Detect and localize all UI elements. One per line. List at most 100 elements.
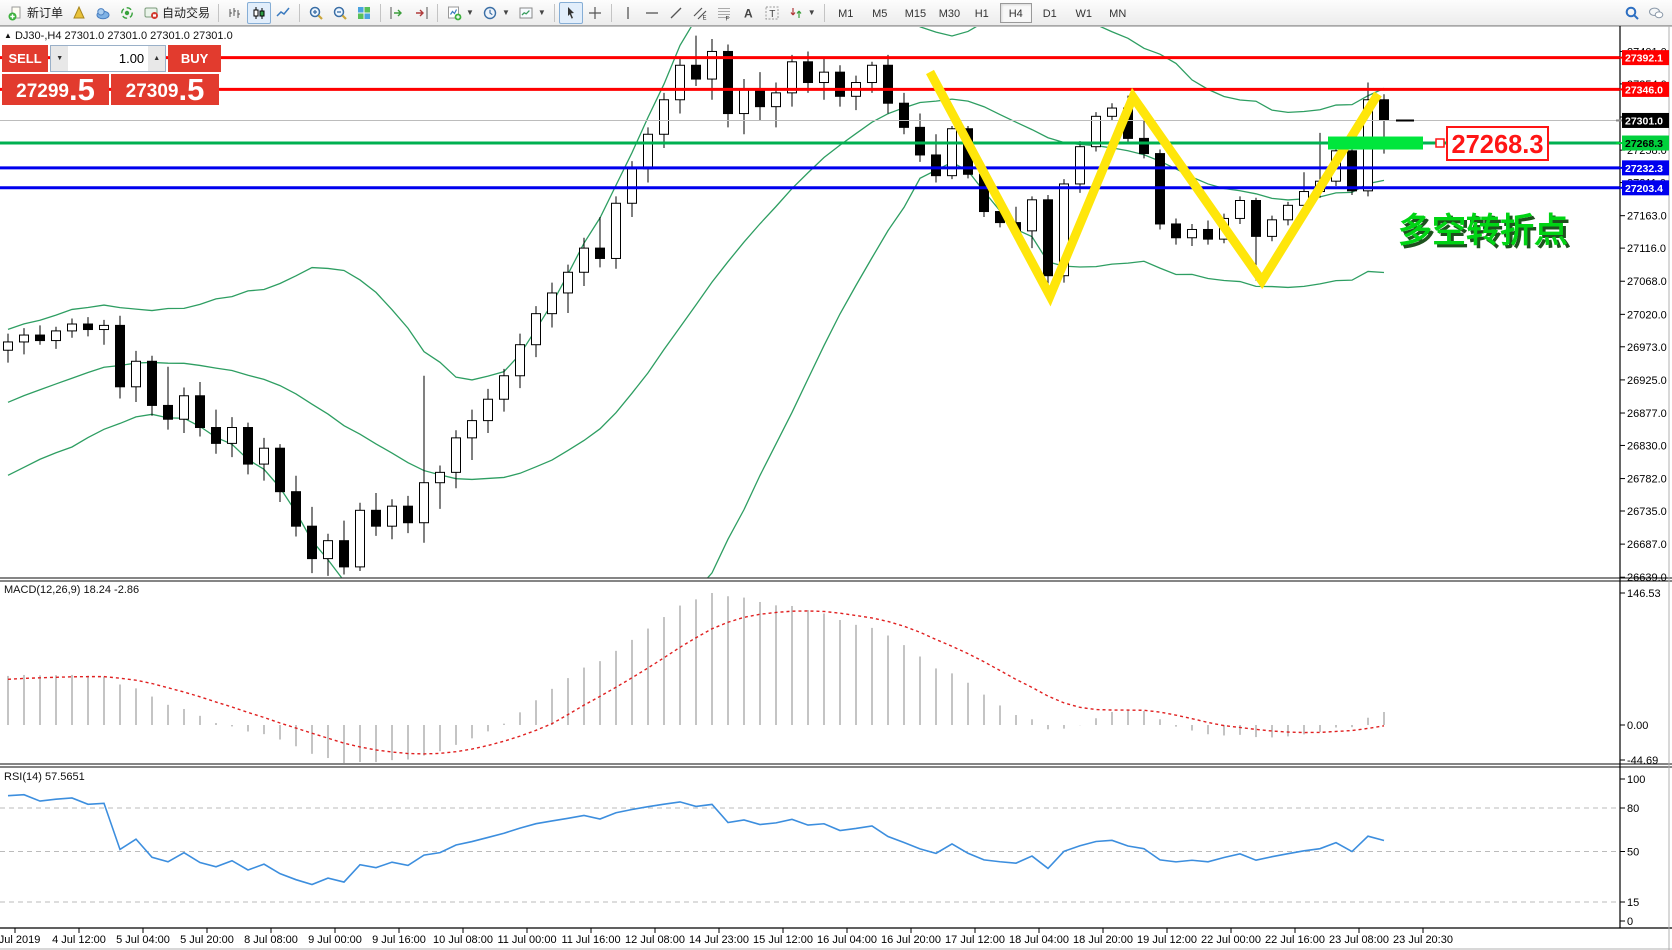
crosshair-button[interactable]: [583, 2, 607, 24]
volume-input[interactable]: [68, 46, 149, 71]
candle: [755, 88, 765, 108]
svg-text:27116.0: 27116.0: [1627, 243, 1666, 255]
periods-caret-icon[interactable]: ▼: [501, 8, 510, 17]
chat-button[interactable]: [1644, 2, 1668, 24]
candle: [211, 427, 221, 444]
signals-button[interactable]: [115, 2, 139, 24]
candle: [1203, 228, 1213, 240]
periods-button[interactable]: ▼: [478, 2, 514, 24]
price-badge-27268.3: [1622, 135, 1669, 151]
candle: [451, 437, 461, 473]
auto-trading-button[interactable]: 自动交易: [139, 2, 214, 24]
price-badge-27203.4: [1622, 180, 1669, 196]
time-label: 18 Jul 04:00: [1009, 934, 1069, 946]
candle: [1347, 150, 1357, 192]
search-button[interactable]: [1620, 2, 1644, 24]
candle: [1235, 200, 1245, 219]
zoom-out-button[interactable]: [328, 2, 352, 24]
equidistant-channel-button[interactable]: E: [688, 2, 712, 24]
candle: [275, 447, 285, 493]
sell-button[interactable]: SELL: [2, 45, 49, 72]
templates-button[interactable]: ▼: [514, 2, 550, 24]
candle: [771, 92, 781, 108]
svg-text:50: 50: [1627, 847, 1639, 859]
timeframe-h4-button[interactable]: H4: [999, 2, 1032, 23]
candle: [419, 482, 429, 524]
vertical-line-icon: [627, 6, 629, 19]
timeframe-d1-button[interactable]: D1: [1034, 3, 1066, 23]
horizontal-line-button[interactable]: [640, 2, 664, 24]
candle: [115, 324, 125, 388]
collapse-triangle-icon[interactable]: ▲: [4, 31, 12, 40]
tile-windows-button[interactable]: [352, 2, 376, 24]
annotation-text[interactable]: 多空转折点: [1398, 212, 1568, 250]
time-label: 19 Jul 12:00: [1137, 934, 1197, 946]
candle: [803, 61, 813, 84]
candle: [611, 202, 621, 259]
volume-up-button[interactable]: ▲: [148, 46, 166, 71]
indicators-icon: [448, 6, 462, 20]
svg-text:26735.0: 26735.0: [1627, 506, 1667, 518]
vertical-line-button[interactable]: [616, 2, 640, 24]
bollinger-upper: [7, 27, 1385, 381]
indicators-button[interactable]: ▼: [442, 2, 478, 24]
sell-price[interactable]: 27299.5: [2, 74, 109, 105]
zigzag-w-pattern[interactable]: [926, 69, 1382, 307]
candle: [147, 360, 157, 406]
price-badge-27301.0: [1622, 112, 1669, 128]
support-highlight-bar[interactable]: [1328, 136, 1423, 150]
indicators-caret-icon[interactable]: ▼: [466, 8, 474, 17]
text-button[interactable]: A: [736, 2, 760, 24]
toolbar-separator: [380, 3, 382, 22]
timeframe-mn-button[interactable]: MN: [1102, 3, 1134, 23]
candle: [291, 491, 301, 527]
price-callout-box[interactable]: [1446, 126, 1549, 161]
candle: [243, 427, 253, 465]
timeframe-m5-button[interactable]: M5: [864, 3, 896, 23]
candle-chart-button[interactable]: [247, 1, 272, 24]
callout-anchor-square[interactable]: [1435, 138, 1445, 148]
timeframe-m1-button[interactable]: M1: [830, 3, 862, 23]
candle: [51, 330, 61, 342]
timeframe-w1-button[interactable]: W1: [1068, 3, 1100, 23]
candle: [371, 509, 381, 527]
arrows-caret-icon[interactable]: ▼: [807, 8, 816, 17]
candle: [563, 271, 573, 294]
candle: [1139, 137, 1149, 155]
buy-price[interactable]: 27309.5: [111, 74, 219, 105]
candle: [723, 50, 733, 115]
trendline-icon: [670, 7, 682, 18]
candle: [1027, 199, 1037, 232]
cursor-button[interactable]: [558, 1, 583, 24]
new-order-button[interactable]: 新订单: [4, 2, 67, 24]
text-label-button[interactable]: T: [760, 2, 784, 24]
market-watch-button[interactable]: [67, 2, 91, 24]
macd-indicator-label: MACD(12,26,9) 18.24 -2.86: [4, 584, 140, 596]
buy-button[interactable]: BUY: [168, 45, 221, 72]
community-button[interactable]: [91, 2, 115, 24]
arrows-button[interactable]: ▼: [784, 2, 820, 24]
timeframe-h1-button[interactable]: H1: [966, 3, 998, 23]
time-label: 5 Jul 20:00: [180, 934, 234, 946]
chart-shift-icon: [416, 6, 428, 19]
bar-chart-button[interactable]: [223, 2, 247, 24]
candle: [67, 323, 77, 332]
line-chart-button[interactable]: [271, 2, 295, 24]
candle: [1283, 204, 1293, 221]
price-callout-text: 27268.3: [1452, 129, 1544, 159]
trendline-button[interactable]: [664, 2, 688, 24]
chart-shift-button[interactable]: [409, 2, 433, 24]
auto-scroll-button[interactable]: [385, 2, 409, 24]
fibonacci-button[interactable]: F: [712, 2, 736, 24]
templates-caret-icon[interactable]: ▼: [537, 8, 546, 17]
svg-text:27232.3: 27232.3: [1625, 163, 1663, 175]
candle: [643, 133, 653, 170]
zoom-in-button[interactable]: [304, 2, 328, 24]
timeframe-m30-button[interactable]: M30: [932, 3, 964, 23]
timeframe-m15-button[interactable]: M15: [898, 3, 930, 23]
candle: [339, 540, 349, 568]
auto-trading-icon: [144, 7, 159, 19]
candle: [1075, 146, 1085, 185]
bollinger-bands: [7, 27, 1385, 578]
volume-down-button[interactable]: ▼: [51, 46, 69, 71]
